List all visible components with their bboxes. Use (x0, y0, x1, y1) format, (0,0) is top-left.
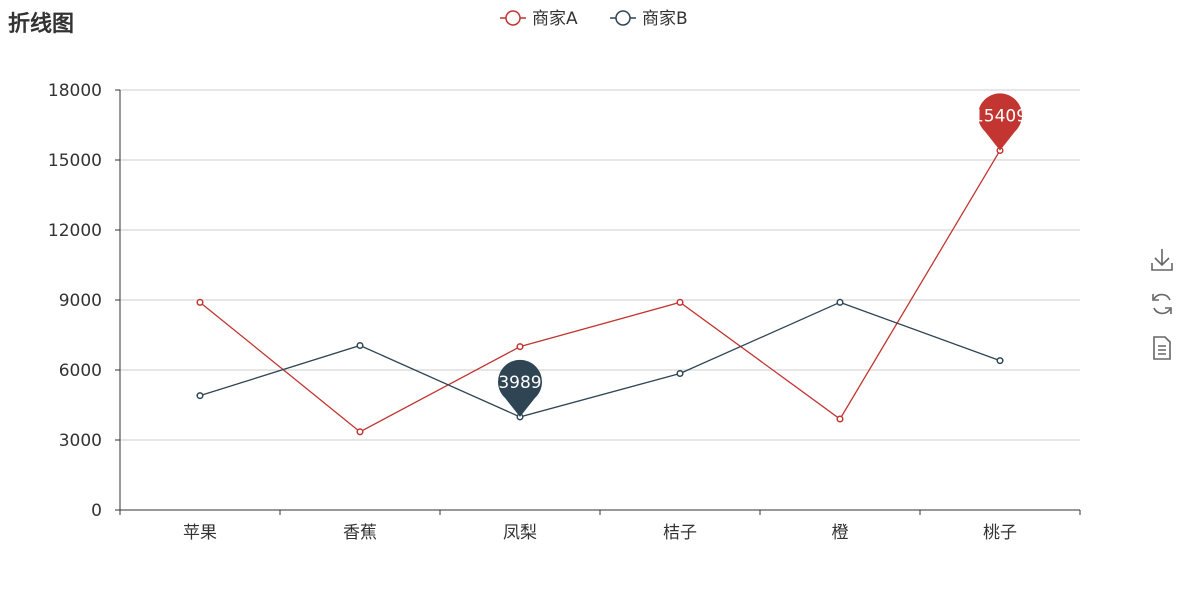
mark-point-pin (498, 359, 542, 417)
data-point (996, 357, 1004, 365)
x-tick-label: 凤梨 (503, 523, 537, 543)
x-tick-label: 香蕉 (343, 523, 377, 543)
data-point (516, 343, 524, 351)
x-tick-label: 橙 (832, 523, 849, 543)
legend-item[interactable]: 商家A (500, 9, 578, 29)
grid-lines (120, 89, 1080, 441)
x-tick-label: 桃子 (983, 523, 1017, 543)
chart-title: 折线图 (8, 12, 75, 37)
mark-point-label: 3989 (498, 373, 541, 393)
y-tick-label: 6000 (59, 361, 102, 381)
axes: 0 3000 6000 9000 12000 15000 18000 苹果 香蕉 凤梨 桔子 橙 桃子 (48, 81, 1081, 543)
data-point (836, 298, 844, 306)
data-point (676, 369, 684, 378)
save-as-image-icon[interactable] (1148, 244, 1176, 276)
y-tick-label: 3000 (59, 431, 102, 451)
x-tick-label: 桔子 (663, 523, 697, 543)
series-layer (196, 146, 1004, 436)
y-tick-label: 15000 (48, 151, 102, 171)
restore-icon[interactable] (1148, 288, 1176, 320)
data-view-icon[interactable] (1148, 332, 1176, 364)
series-line (199, 150, 1001, 433)
legend-marker (505, 10, 521, 26)
y-tick-label: 18000 (48, 81, 102, 101)
data-point (676, 298, 684, 306)
mark-points: 15409 3989 (498, 93, 1027, 417)
data-point (356, 341, 364, 350)
legend-label: 商家A (532, 9, 578, 29)
legend-marker (615, 10, 631, 26)
legend-item[interactable]: 商家B (610, 9, 688, 29)
x-tick-label: 苹果 (183, 523, 217, 543)
data-point (356, 428, 364, 436)
y-tick-label: 12000 (48, 221, 102, 241)
legend[interactable]: 商家A 商家B (500, 9, 688, 29)
y-tick-label: 9000 (59, 291, 102, 311)
data-point (196, 298, 204, 306)
mark-point-label: 15409 (973, 106, 1027, 126)
toolbox (1148, 244, 1176, 376)
mark-point-pin (978, 93, 1022, 151)
data-point (836, 415, 844, 423)
y-tick-label: 0 (91, 501, 102, 521)
series-line (199, 301, 1001, 418)
legend-label: 商家B (642, 9, 688, 29)
data-point (196, 392, 204, 400)
